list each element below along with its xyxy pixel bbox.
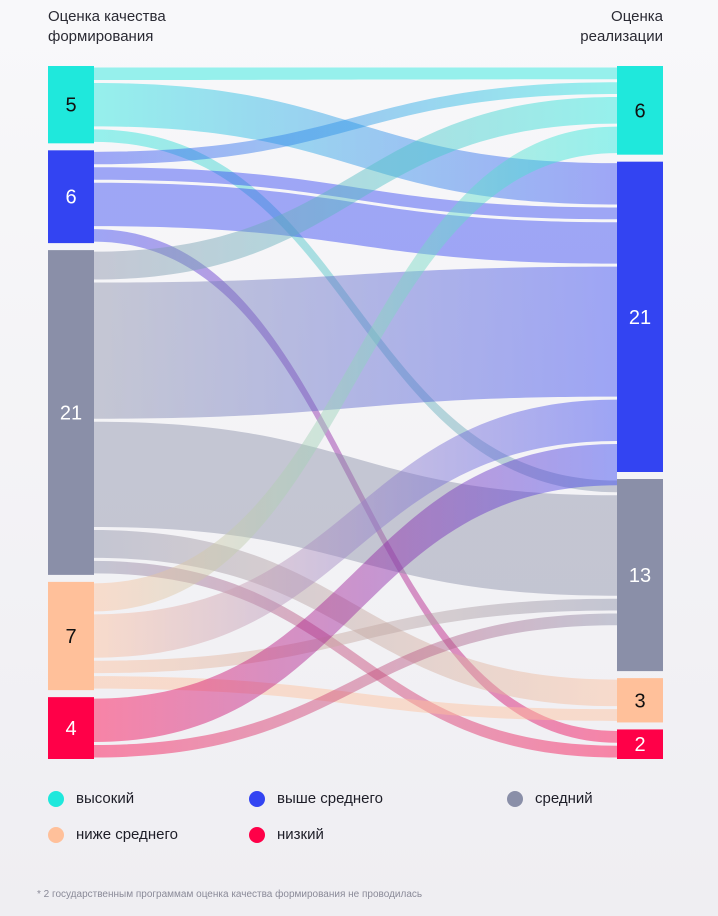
right-node-label: 6 bbox=[634, 100, 645, 122]
links-layer bbox=[94, 67, 617, 758]
right-node-label: 3 bbox=[634, 690, 645, 712]
left-node-below-average bbox=[48, 581, 94, 691]
link-average-to-above-average bbox=[94, 266, 617, 419]
left-node-label: 21 bbox=[60, 403, 82, 425]
legend-dot-icon bbox=[249, 826, 265, 843]
link-average-to-high bbox=[94, 97, 617, 280]
legend-item-average: средний bbox=[507, 790, 593, 807]
link-low-to-above-average bbox=[94, 443, 617, 743]
link-below-average-to-high bbox=[94, 126, 617, 612]
left-node-label: 5 bbox=[65, 95, 76, 117]
legend-label: средний bbox=[535, 790, 593, 807]
right-node-label: 2 bbox=[634, 734, 645, 756]
right-node-high bbox=[617, 66, 663, 155]
legend-label: низкий bbox=[277, 826, 324, 843]
left-axis-title: Оценка качества формирования bbox=[48, 8, 166, 45]
link-high-to-above-average bbox=[94, 82, 617, 205]
link-below-average-to-above-average bbox=[94, 399, 617, 658]
link-below-average-to-average bbox=[94, 598, 617, 674]
link-above-average-to-above-average bbox=[94, 182, 617, 264]
link-above-average-to-high bbox=[94, 82, 617, 165]
legend-item-above-average: выше среднего bbox=[249, 790, 383, 807]
legend-label: выше среднего bbox=[277, 790, 384, 807]
right-node-average bbox=[617, 479, 663, 672]
left-node-label: 6 bbox=[65, 187, 76, 209]
legend-item-high: высокий bbox=[48, 790, 134, 807]
left-node-high bbox=[48, 66, 94, 144]
link-high-to-high bbox=[94, 67, 617, 80]
footnote: * 2 государственным программам оценка ка… bbox=[37, 889, 423, 900]
legend-item-low: низкий bbox=[249, 826, 324, 843]
right-node-above-average bbox=[617, 161, 663, 472]
link-average-to-low bbox=[94, 560, 617, 758]
right-node-low bbox=[617, 729, 663, 759]
right-node-label: 21 bbox=[629, 307, 651, 329]
legend-dot-icon bbox=[249, 790, 265, 807]
legend-dot-icon bbox=[507, 790, 523, 807]
legend-dot-icon bbox=[48, 826, 64, 843]
left-node-label: 4 bbox=[65, 718, 76, 740]
right-node-label: 13 bbox=[629, 565, 651, 587]
right-node-below-average bbox=[617, 678, 663, 723]
left-node-average bbox=[48, 250, 94, 575]
left-node-label: 7 bbox=[65, 626, 76, 648]
sankey-chart: 5 6 21 7 4 6 21 13 3 2 bbox=[48, 66, 663, 759]
legend-item-below-average: ниже среднего bbox=[48, 826, 178, 843]
left-node-above-average bbox=[48, 150, 94, 244]
right-axis-title: Оценка реализации bbox=[580, 8, 663, 45]
left-node-low bbox=[48, 697, 94, 759]
link-average-to-below-average bbox=[94, 529, 617, 707]
legend-label: ниже среднего bbox=[76, 826, 178, 843]
legend-label: высокий bbox=[76, 790, 135, 807]
link-low-to-average bbox=[94, 613, 617, 758]
legend-dot-icon bbox=[48, 790, 64, 807]
nodes-layer: 5 6 21 7 4 6 21 13 3 2 bbox=[48, 66, 663, 759]
